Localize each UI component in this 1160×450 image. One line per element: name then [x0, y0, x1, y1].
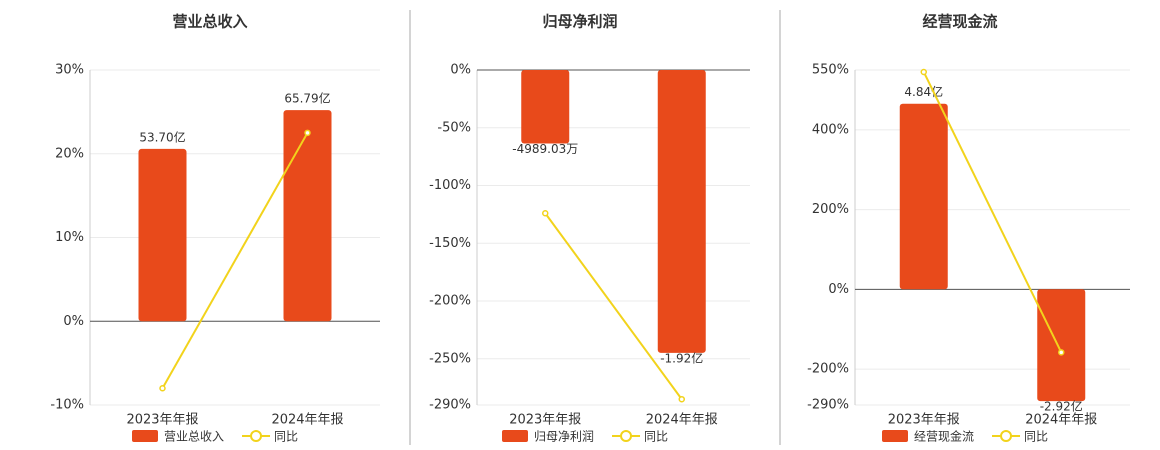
bar: [1037, 289, 1086, 402]
legend-swatch: [882, 430, 908, 442]
y-tick-label: 0%: [63, 314, 84, 329]
data-label: -2.92亿: [1040, 399, 1083, 414]
data-label: -4989.03万: [512, 142, 578, 156]
line-point: [542, 209, 549, 217]
data-label: -1.92亿: [660, 350, 703, 365]
legend-label: 经营现金流: [914, 429, 974, 444]
chart-title: 营业总收入: [172, 13, 247, 31]
y-tick-label: 30%: [55, 63, 84, 78]
x-tick-label: 2024年年报: [271, 413, 343, 428]
data-label: 4.84亿: [904, 84, 943, 99]
y-tick-label: 0%: [450, 63, 471, 78]
line-point: [920, 68, 927, 76]
data-label: 65.79亿: [284, 91, 330, 106]
x-tick-label: 2024年年报: [646, 413, 718, 428]
legend-label: 同比: [1024, 430, 1048, 444]
x-tick-label: 2023年年报: [888, 413, 960, 428]
legend-label: 归母净利润: [534, 430, 594, 444]
bar: [283, 110, 332, 322]
y-tick-label: -50%: [437, 120, 471, 135]
x-tick-label: 2023年年报: [509, 413, 581, 428]
y-tick-label: 10%: [55, 230, 84, 245]
legend-swatch: [250, 430, 263, 442]
legend-label: 同比: [644, 430, 668, 444]
chart-title: 归母净利润: [542, 13, 617, 31]
bar: [657, 70, 706, 353]
legend-swatch: [502, 430, 528, 442]
x-tick-label: 2024年年报: [1025, 413, 1097, 428]
line: [544, 212, 683, 400]
legend-swatch: [132, 430, 158, 442]
line-point: [304, 129, 311, 137]
y-tick-label: 400%: [812, 122, 849, 137]
x-tick-label: 2023年年报: [126, 413, 198, 428]
y-tick-label: -10%: [50, 398, 84, 413]
y-tick-label: 20%: [55, 146, 84, 161]
legend-swatch: [620, 430, 633, 442]
data-label: 53.70亿: [139, 129, 185, 144]
legend-label: 营业总收入: [164, 430, 224, 444]
y-tick-label: -150%: [429, 236, 471, 251]
y-tick-label: -200%: [429, 294, 471, 309]
bar: [899, 103, 948, 290]
y-tick-label: 200%: [812, 202, 849, 217]
line: [922, 71, 1063, 353]
y-tick-label: 550%: [812, 63, 849, 78]
line: [161, 132, 309, 389]
legend-swatch: [1000, 430, 1013, 442]
y-tick-label: -290%: [807, 398, 849, 413]
bar: [521, 70, 570, 144]
y-tick-label: -200%: [807, 362, 849, 377]
legend-label: 同比: [274, 430, 298, 444]
y-tick-label: 0%: [828, 282, 849, 297]
y-tick-label: -290%: [429, 398, 471, 413]
line-point: [1058, 349, 1065, 356]
y-tick-label: -250%: [429, 351, 471, 366]
bar: [138, 148, 187, 322]
y-tick-label: -100%: [429, 178, 471, 193]
line-point: [159, 385, 166, 392]
chart-title: 经营现金流: [922, 13, 997, 31]
line-point: [678, 395, 685, 403]
